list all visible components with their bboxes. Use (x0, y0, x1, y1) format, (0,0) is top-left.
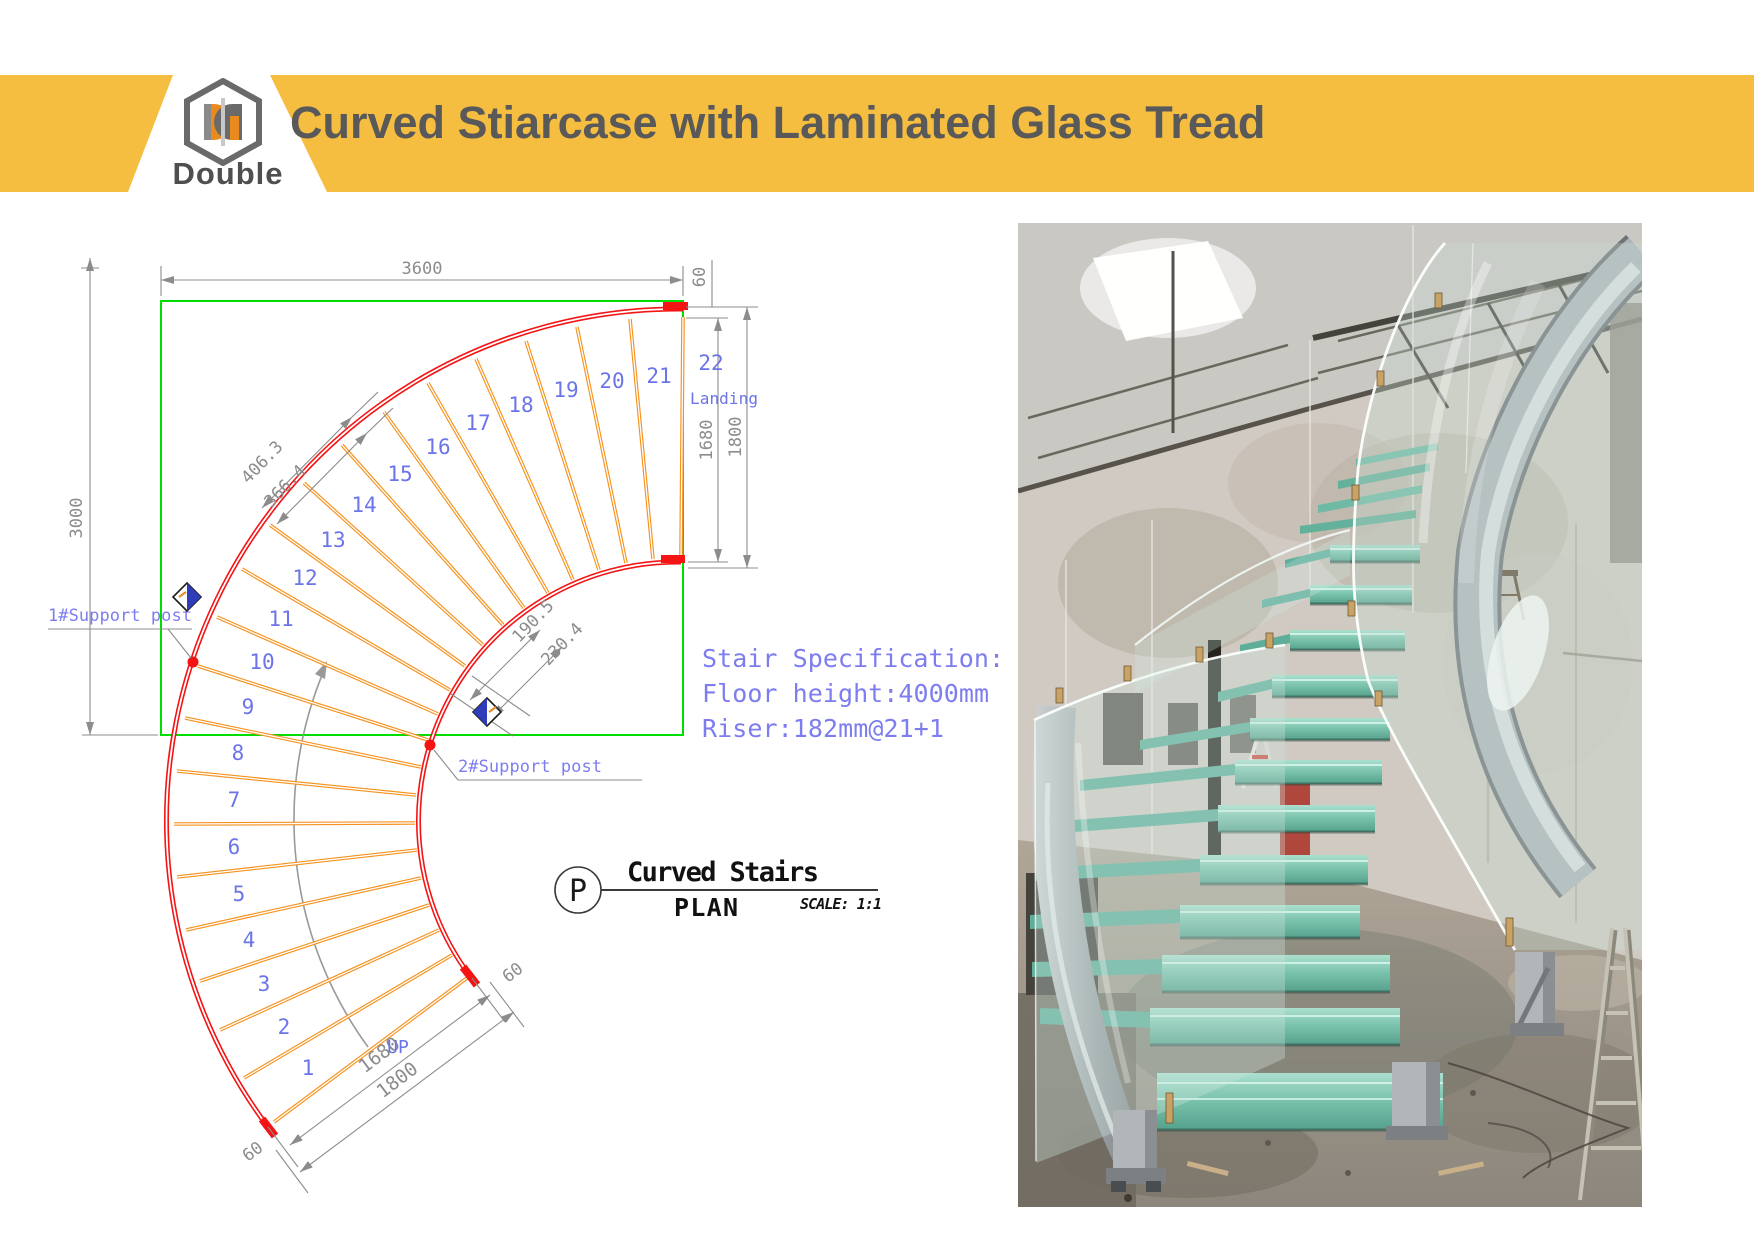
ladder (1578, 927, 1642, 1203)
dimensions (81, 258, 758, 1194)
right-glass-panel (1352, 242, 1642, 951)
svg-text:10: 10 (249, 650, 274, 674)
svg-text:19: 19 (553, 378, 578, 402)
svg-text:3: 3 (258, 972, 271, 996)
dim-bottom-gap-lower: 60 (239, 1138, 267, 1166)
dim-right-gap: 60 (690, 267, 710, 287)
landing-label: Landing (690, 389, 758, 408)
support-post-2-dot (424, 739, 436, 751)
dim-right-outer: 1800 (726, 417, 746, 458)
svg-text:1: 1 (302, 1056, 315, 1080)
titleblock-scale: SCALE: 1:1 (800, 895, 882, 913)
stair-specification: Stair Specification: Floor height:4000mm… (702, 644, 1004, 743)
support-pole (1208, 640, 1221, 858)
svg-text:8: 8 (232, 741, 245, 765)
svg-text:5: 5 (233, 882, 246, 906)
base-shoes (1106, 952, 1564, 1192)
plan-boundary-box (160, 300, 684, 736)
tread-number-labels: 1 2 3 4 5 6 7 8 9 10 11 12 13 14 15 16 1… (228, 351, 758, 1080)
right-stringer (1453, 235, 1642, 899)
svg-text:6: 6 (228, 835, 241, 859)
svg-text:13: 13 (320, 528, 345, 552)
svg-text:11: 11 (268, 607, 293, 631)
plan-title-block: P Curved Stairs PLAN SCALE: 1:1 (554, 857, 882, 922)
page-title: Curved Stiarcase with Laminated Glass Tr… (290, 97, 1266, 148)
far-glass-panel (1134, 528, 1351, 693)
dim-right-inner: 1680 (697, 420, 717, 461)
svg-text:15: 15 (387, 462, 412, 486)
double-logo-icon (184, 78, 262, 166)
dim-left: 3000 (67, 498, 87, 539)
upper-treads (1300, 443, 1438, 534)
stair-plan-drawing: 3600 3000 60 1680 1800 406.3 366.4 190.5… (48, 258, 1004, 1194)
glass-clamps (1055, 292, 1514, 1124)
svg-text:2: 2 (278, 1015, 291, 1039)
svg-text:21: 21 (646, 364, 671, 388)
titleblock-subtitle: PLAN (674, 893, 738, 922)
svg-text:9: 9 (242, 695, 255, 719)
section-marker-2 (471, 696, 503, 728)
support-posts: 1#Support post 2#Support post (48, 606, 642, 781)
stair-treads (1030, 545, 1443, 1132)
svg-text:14: 14 (351, 493, 376, 517)
support-post-1-label: 1#Support post (48, 606, 192, 626)
support-post-2-label: 2#Support post (458, 757, 602, 777)
svg-text:17: 17 (465, 411, 490, 435)
titleblock-letter: P (569, 874, 587, 909)
dimension-labels: 3600 3000 60 1680 1800 406.3 366.4 190.5… (67, 259, 746, 1166)
photo-illustration (1018, 223, 1642, 1207)
stair-arcs (164, 302, 688, 1139)
svg-text:16: 16 (425, 435, 450, 459)
svg-text:12: 12 (292, 566, 317, 590)
logo-wordmark: Double (172, 156, 284, 191)
dim-diag-inner-2: 230.4 (537, 619, 587, 670)
titleblock-title: Curved Stairs (627, 857, 819, 888)
up-label: UP (387, 1037, 409, 1058)
support-post-1-dot (187, 656, 199, 668)
left-stringer (1032, 705, 1158, 1180)
spec-line-1: Stair Specification: (702, 644, 1004, 673)
staircase-photo (1018, 223, 1642, 1207)
landing-number: 22 (698, 351, 723, 375)
svg-text:4: 4 (243, 928, 256, 952)
svg-text:7: 7 (228, 788, 241, 812)
warehouse-roof (1018, 223, 1642, 563)
spec-line-2: Floor height:4000mm (702, 679, 989, 708)
spec-line-3: Riser:182mm@21+1 (702, 714, 944, 743)
svg-text:20: 20 (599, 369, 624, 393)
floor-debris (1124, 1062, 1632, 1202)
left-glass-panel (1033, 643, 1286, 1163)
dim-top: 3600 (402, 259, 443, 279)
svg-text:18: 18 (508, 393, 533, 417)
dim-bottom-gap-upper: 60 (499, 959, 527, 987)
section-marker-1 (171, 581, 203, 613)
